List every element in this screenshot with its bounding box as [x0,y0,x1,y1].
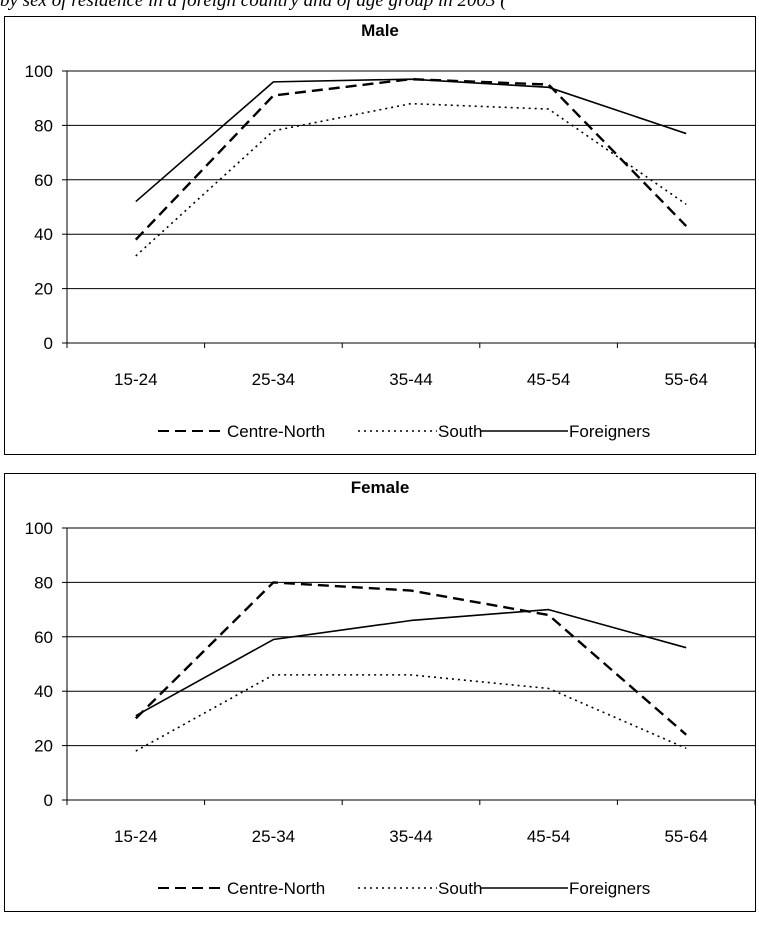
x-tick-label: 25-34 [252,370,295,389]
y-tick-label: 40 [34,682,53,701]
y-tick-label: 100 [25,62,53,81]
series-line-centre-north [134,581,687,736]
x-tick-label: 55-64 [664,370,707,389]
legend-label: Foreigners [569,422,650,441]
chart-title: Female [351,478,410,497]
y-tick-label: 80 [34,573,53,592]
x-tick-label: 35-44 [389,827,432,846]
chart-title: Male [361,21,399,40]
legend-label: Centre-North [227,879,325,898]
x-tick-label: 15-24 [114,370,157,389]
x-tick-label: 55-64 [664,827,707,846]
x-tick-label: 45-54 [527,827,570,846]
chart-frame [4,473,756,912]
chart-frame [4,16,756,455]
series-line-foreigners [135,78,687,203]
y-tick-label: 40 [34,225,53,244]
y-tick-label: 80 [34,116,53,135]
legend-label: South [438,422,482,441]
x-tick-label: 15-24 [114,827,157,846]
male-chart: Male 0 20 40 60 80 100 15-24 25-34 35-44 45-54 55-6… [4,16,756,455]
y-tick-label: 60 [34,171,53,190]
legend-label: South [438,879,482,898]
x-tick-label: 45-54 [527,370,570,389]
legend-label: Centre-North [227,422,325,441]
y-tick-label: 0 [44,791,53,810]
y-tick-label: 0 [44,334,53,353]
y-tick-label: 100 [25,519,53,538]
y-tick-label: 20 [34,737,53,756]
series-line-south [135,674,687,752]
figure-caption: by sex of residence in a foreign country… [0,0,507,11]
legend-label: Foreigners [569,879,650,898]
y-tick-label: 60 [34,628,53,647]
x-tick-label: 25-34 [252,827,295,846]
series-line-foreigners [135,608,687,717]
x-tick-label: 35-44 [389,370,432,389]
y-tick-label: 20 [34,280,53,299]
female-chart: Female 0 20 40 60 80 100 15-24 25-34 35-44 45-54 55… [4,473,756,912]
